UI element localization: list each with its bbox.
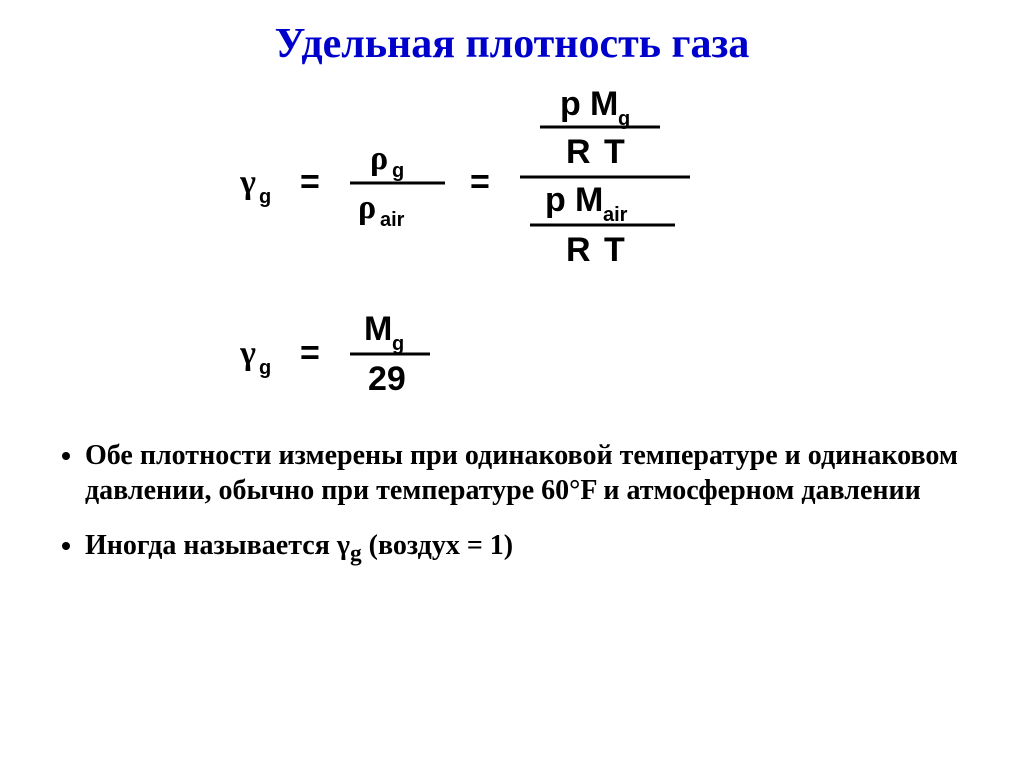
bullet-2: Иногда называется γg (воздух = 1) — [85, 528, 964, 569]
sym-gamma: γ — [240, 164, 256, 201]
bullet-2-gamma: γ — [337, 530, 350, 561]
sym-rho-bot: ρ — [358, 189, 376, 226]
sub-g-2: g — [259, 357, 271, 379]
M-bot: M — [575, 181, 603, 219]
sub-air-bot: air — [380, 209, 405, 231]
eq1: = — [300, 163, 320, 201]
M-top: M — [590, 85, 618, 123]
bullet-2-sub: g — [350, 541, 362, 567]
bullet-list: Обе плотности измерены при одинаковой те… — [60, 438, 964, 569]
bullet-1-text: Обе плотности измерены при одинаковой те… — [85, 440, 958, 506]
Mair-sub-bot: air — [603, 204, 628, 226]
R-top: R — [566, 133, 591, 171]
sym-rho-top: ρ — [370, 140, 388, 177]
p-top: p — [560, 85, 581, 123]
formula-gamma-simplified: γ g = M g 29 — [240, 298, 984, 408]
p-bot: p — [545, 181, 566, 219]
T-bot: T — [604, 231, 625, 269]
eq3: = — [300, 334, 320, 372]
Mg-sub: g — [392, 333, 404, 355]
R-bot: R — [566, 231, 591, 269]
denom-29: 29 — [368, 360, 406, 398]
formula-gamma-definition: γ g = ρ g ρ air = p M g R T p M air R T — [240, 83, 984, 273]
page-title: Удельная плотность газа — [40, 20, 984, 68]
eq2: = — [470, 163, 490, 201]
sym-gamma-2: γ — [240, 335, 256, 372]
bullet-2-prefix: Иногда называется — [85, 530, 337, 561]
bullet-1: Обе плотности измерены при одинаковой те… — [85, 438, 964, 508]
M-num: M — [364, 310, 392, 348]
T-top: T — [604, 133, 625, 171]
sub-g-left: g — [259, 186, 271, 208]
bullet-2-suffix: (воздух = 1) — [362, 530, 513, 561]
sub-g-top: g — [392, 160, 404, 182]
